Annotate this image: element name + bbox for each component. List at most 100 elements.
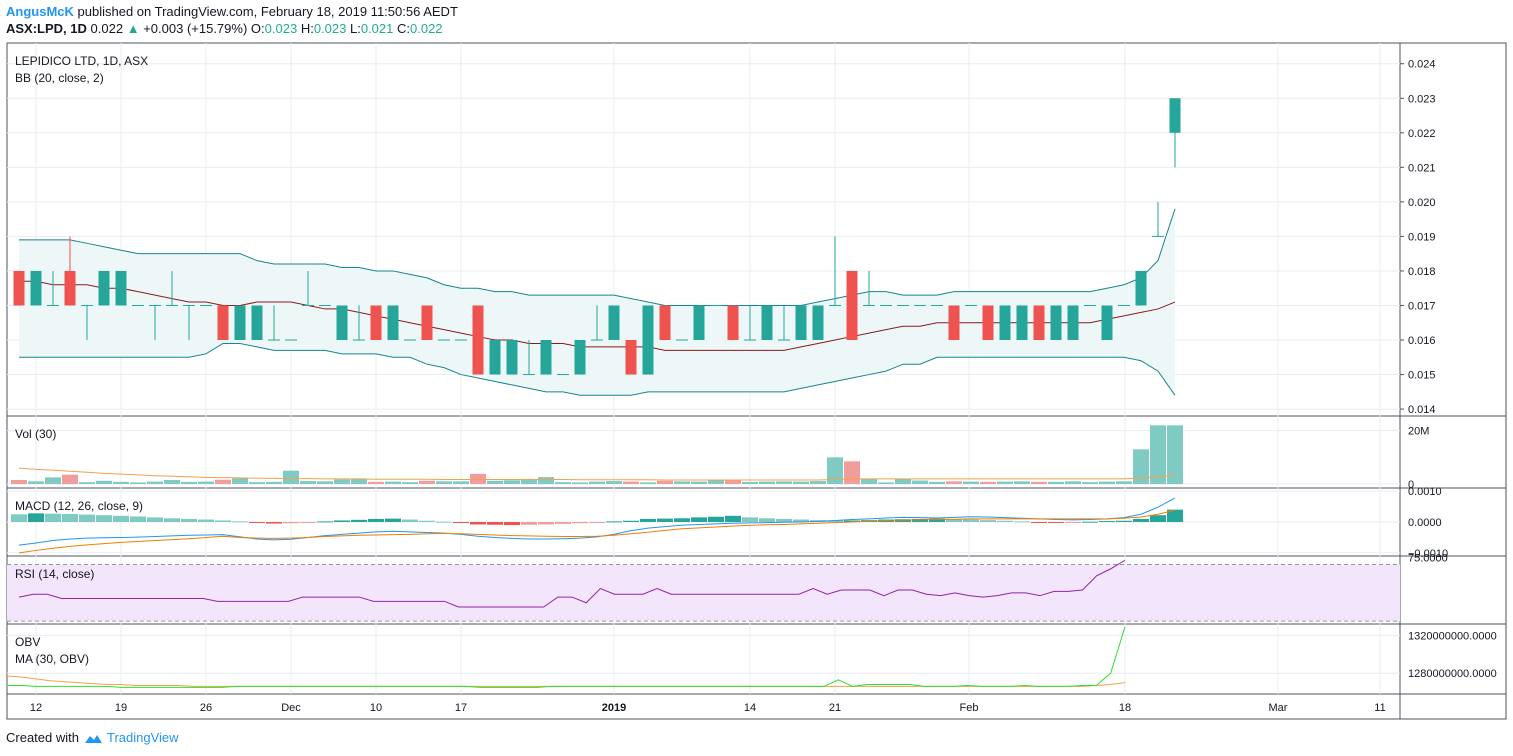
- volume-bar: [691, 481, 707, 484]
- volume-bar: [147, 481, 163, 484]
- macd-histogram-bar: [283, 522, 299, 524]
- symbol-label: ASX:LPD, 1D: [6, 21, 87, 36]
- candle: [1033, 305, 1045, 341]
- volume-bar: [946, 481, 962, 484]
- volume-bar: [317, 481, 333, 484]
- x-tick-label: 2019: [602, 702, 626, 714]
- macd-histogram-bar: [164, 518, 180, 522]
- candle-body: [999, 305, 1011, 341]
- volume-bar: [963, 481, 979, 484]
- macd-histogram-bar: [793, 519, 809, 522]
- volume-bar: [181, 481, 197, 484]
- volume-bar: [742, 481, 758, 484]
- macd-histogram-bar: [708, 516, 724, 522]
- volume-bar: [1150, 425, 1166, 484]
- macd-histogram-bar: [606, 521, 622, 523]
- macd-histogram-bar: [232, 521, 248, 523]
- volume-bar: [623, 481, 639, 484]
- x-tick-label: 11: [1374, 702, 1385, 714]
- candle-body: [472, 305, 484, 375]
- candle: [523, 340, 535, 376]
- candle-body: [846, 270, 858, 341]
- macd-histogram-bar: [929, 518, 945, 522]
- obv-tick-label: 1320000000.0000: [1408, 630, 1497, 642]
- macd-histogram-bar: [827, 520, 843, 522]
- macd-histogram-bar: [385, 518, 401, 522]
- x-tick-label: Dec: [281, 702, 301, 714]
- volume-bar: [844, 461, 860, 484]
- price-tick-label: 0.017: [1408, 300, 1436, 312]
- candle: [999, 305, 1011, 341]
- candle-body: [421, 305, 433, 341]
- macd-histogram-bar: [1031, 522, 1047, 523]
- macd-histogram-bar: [844, 520, 860, 522]
- volume-bar: [79, 482, 95, 484]
- candle: [812, 305, 824, 341]
- volume-bar: [334, 479, 350, 484]
- volume-bar: [606, 481, 622, 484]
- created-with-text: Created with: [6, 730, 79, 745]
- candle: [13, 270, 25, 306]
- macd-histogram-bar: [725, 515, 741, 522]
- tradingview-brand-link[interactable]: TradingView: [106, 730, 179, 745]
- candle: [251, 305, 263, 341]
- obv-line: [7, 626, 1126, 688]
- low-value: 0.021: [360, 21, 394, 36]
- volume-bar: [402, 482, 418, 484]
- candle: [370, 305, 382, 341]
- price-tick-label: 0.024: [1408, 59, 1436, 71]
- macd-histogram-bar: [572, 522, 588, 524]
- bb-fill-area: [19, 208, 1175, 396]
- x-tick-label: 19: [115, 702, 127, 714]
- bb-indicator-label: BB (20, close, 2): [15, 71, 104, 85]
- candle: [1050, 305, 1062, 341]
- macd-histogram-bar: [1116, 520, 1132, 522]
- volume-bar: [980, 481, 996, 484]
- macd-histogram-bar: [538, 522, 554, 525]
- macd-histogram-bar: [963, 519, 979, 522]
- candle: [81, 304, 93, 341]
- author-link[interactable]: AngusMcK: [6, 4, 74, 19]
- price-tick-label: 0.022: [1408, 128, 1436, 140]
- macd-histogram-bar: [96, 515, 112, 522]
- macd-tick-label: 0.0010: [1408, 486, 1442, 498]
- candle-body: [387, 305, 399, 341]
- price-tick-label: 0.020: [1408, 197, 1436, 209]
- candle: [778, 305, 790, 341]
- volume-bar: [232, 478, 248, 484]
- up-arrow-icon: ▲: [126, 21, 140, 36]
- volume-bar: [708, 480, 724, 484]
- candle: [795, 305, 807, 341]
- macd-histogram-bar: [912, 518, 928, 522]
- candle: [608, 305, 620, 341]
- macd-tick-label: 0.0000: [1408, 517, 1442, 529]
- volume-tick-label: 0: [1408, 479, 1414, 491]
- macd-histogram-bar: [266, 522, 282, 524]
- candle-body: [761, 305, 773, 341]
- macd-histogram-bar: [640, 518, 656, 522]
- candle-body: [98, 270, 110, 306]
- price-tick-label: 0.018: [1408, 266, 1436, 278]
- volume-bar: [589, 481, 605, 484]
- obv-tick-label: 1280000000.0000: [1408, 668, 1497, 680]
- candle: [149, 304, 161, 341]
- volume-bar: [810, 481, 826, 484]
- candle-body: [982, 305, 994, 341]
- candle: [982, 305, 994, 341]
- candle: [183, 304, 195, 341]
- macd-histogram-bar: [487, 522, 503, 525]
- volume-bar: [96, 480, 112, 484]
- candle: [64, 236, 76, 306]
- volume-bar: [1065, 481, 1081, 484]
- candle: [166, 270, 178, 306]
- macd-signal-line: [18, 509, 1176, 554]
- volume-bar: [555, 482, 571, 484]
- candle-body: [1016, 305, 1028, 341]
- volume-bar: [1048, 481, 1064, 484]
- candle-body: [608, 305, 620, 341]
- x-tick-label: 26: [200, 702, 212, 714]
- candle-body: [13, 270, 25, 306]
- candle-body: [370, 305, 382, 341]
- macd-histogram-bar: [946, 519, 962, 522]
